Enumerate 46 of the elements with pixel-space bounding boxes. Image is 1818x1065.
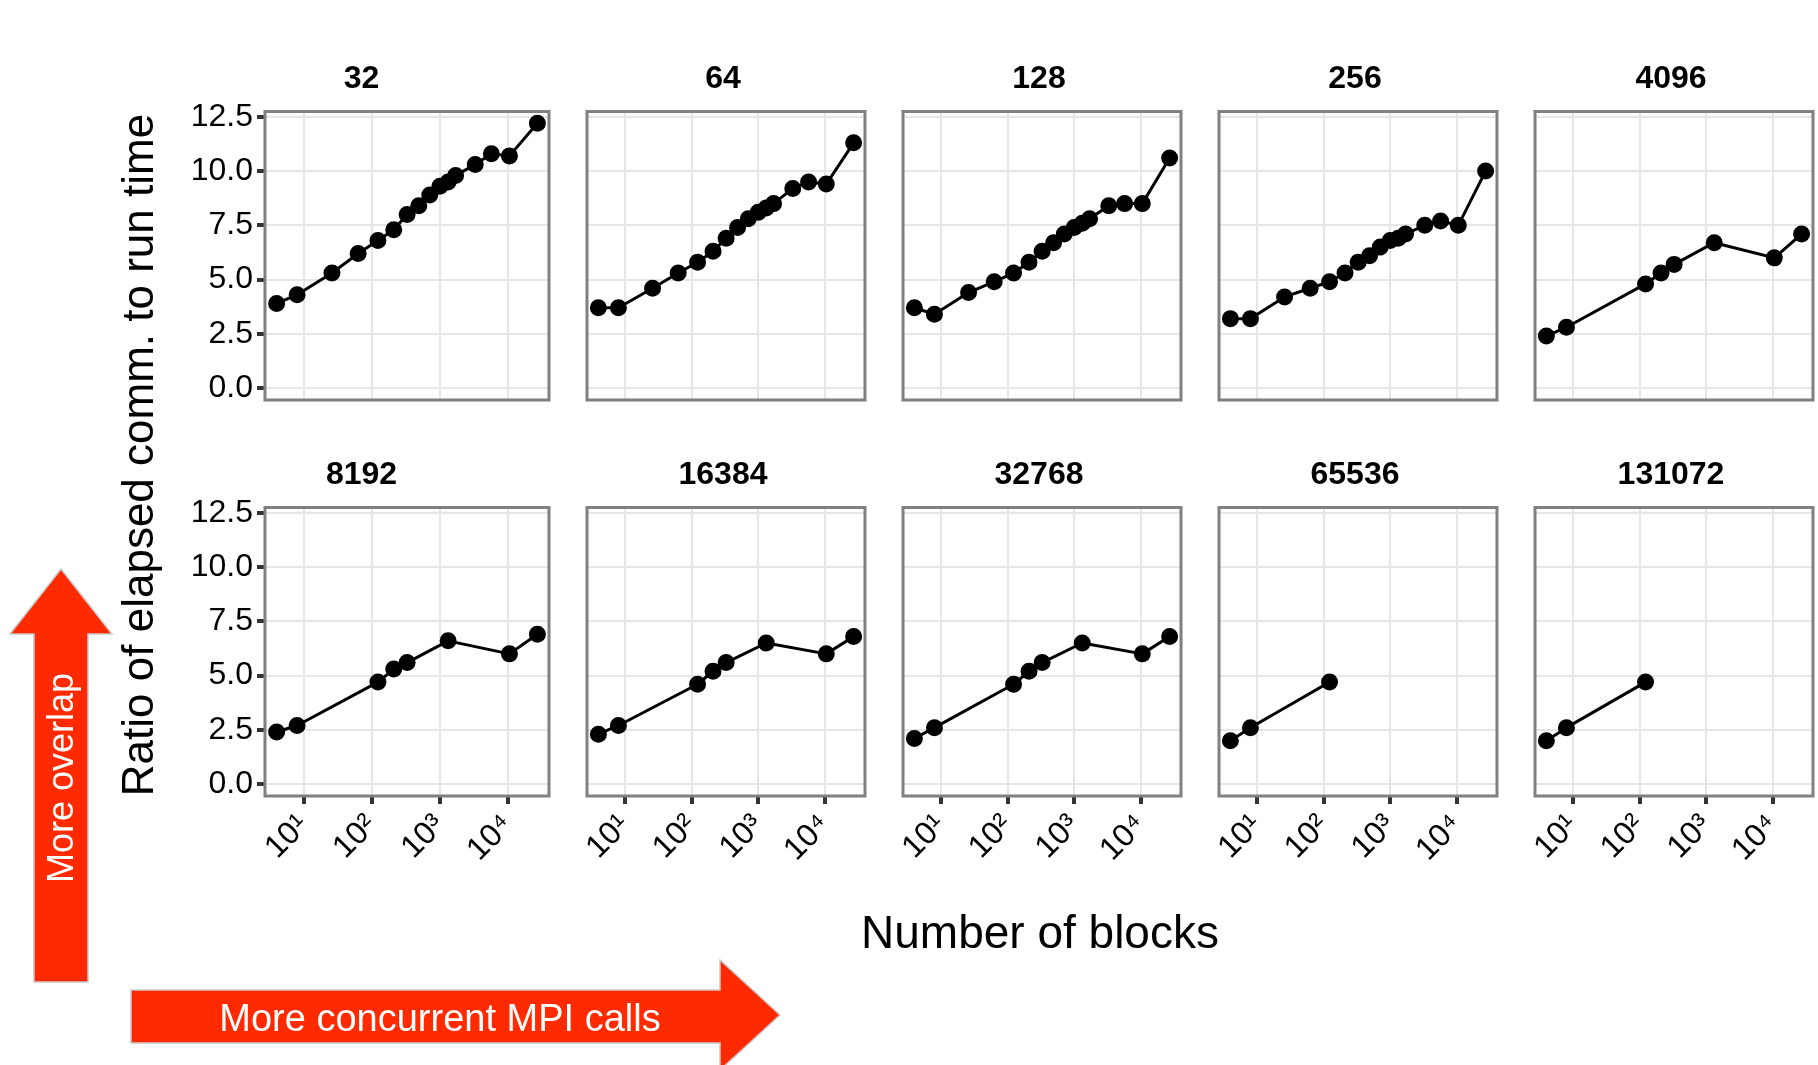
x-axis-title: Number of blocks xyxy=(861,905,1219,959)
y-tick-label: 12.5 xyxy=(190,96,253,133)
chart-title: 4096 xyxy=(1635,59,1707,96)
x-tick-label: 10¹ xyxy=(1209,806,1269,865)
x-tick-label: 10³ xyxy=(1659,806,1718,865)
y-tick-label: 10.0 xyxy=(190,150,253,187)
y-tick-label: 10.0 xyxy=(190,546,253,583)
y-axis-title: Ratio of elapsed comm. to run time xyxy=(113,113,163,797)
x-tick-label: 10² xyxy=(1592,806,1651,865)
y-tick-label: 2.5 xyxy=(208,313,253,350)
x-tick-label: 10¹ xyxy=(256,806,315,865)
chart-title: 256 xyxy=(1328,59,1382,96)
x-tick-label: 10¹ xyxy=(893,806,953,865)
chart-title: 32 xyxy=(343,59,380,96)
x-tick-label: 10¹ xyxy=(577,806,637,865)
y-tick-label: 5.0 xyxy=(208,259,253,296)
x-tick-label: 10³ xyxy=(1027,806,1086,865)
y-tick-label: 2.5 xyxy=(208,709,253,746)
x-tick-label: 10¹ xyxy=(1525,806,1585,865)
x-tick-label: 10⁴ xyxy=(1091,806,1153,867)
chart-title: 16384 xyxy=(678,455,768,492)
x-tick-label: 10² xyxy=(1276,806,1335,865)
chart-title: 64 xyxy=(705,59,741,96)
x-tick-label: 10² xyxy=(960,806,1019,865)
chart-title: 8192 xyxy=(325,455,398,492)
x-tick-label: 10⁴ xyxy=(1723,806,1785,867)
y-tick-label: 12.5 xyxy=(190,492,253,529)
x-tick-label: 10³ xyxy=(392,806,452,865)
x-tick-label: 10⁴ xyxy=(775,806,837,867)
chart-title: 131072 xyxy=(1617,455,1725,492)
text: More concurrent MPI calls xyxy=(219,996,661,1040)
x-tick-label: 10⁴ xyxy=(1407,806,1469,867)
chart-title: 128 xyxy=(1012,59,1066,96)
x-tick-label: 10² xyxy=(324,806,384,865)
x-tick-label: 10³ xyxy=(1343,806,1402,865)
chart-title: 32768 xyxy=(994,455,1084,492)
y-tick-label: 0.0 xyxy=(208,367,253,404)
text: More overlap xyxy=(40,672,82,884)
x-tick-label: 10² xyxy=(644,806,703,865)
y-tick-label: 7.5 xyxy=(208,205,253,242)
x-tick-label: 10⁴ xyxy=(458,806,520,867)
y-tick-label: 5.0 xyxy=(208,655,253,692)
x-tick-label: 10³ xyxy=(711,806,770,865)
y-tick-label: 0.0 xyxy=(208,763,253,800)
y-tick-label: 7.5 xyxy=(208,601,253,638)
chart-title: 65536 xyxy=(1310,455,1400,492)
